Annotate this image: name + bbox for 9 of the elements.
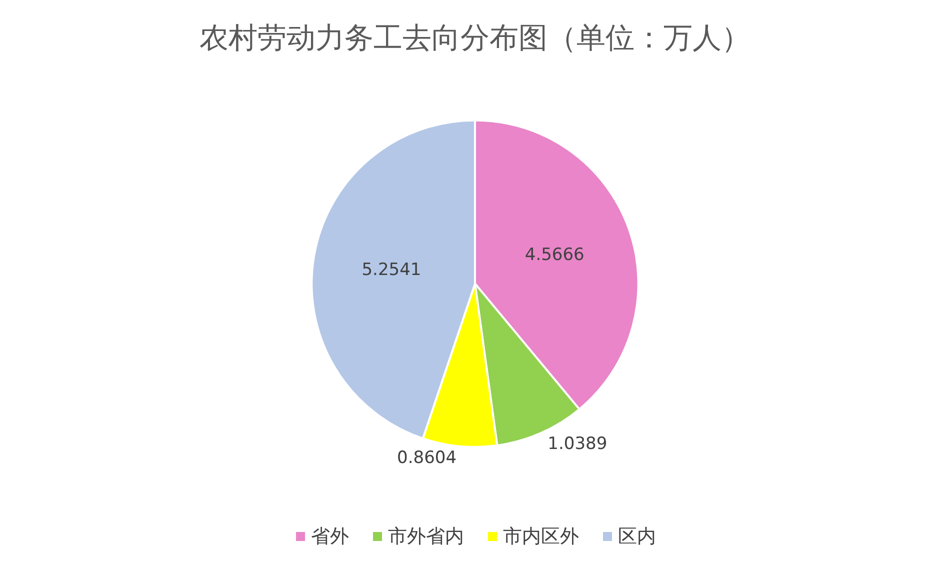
data-label: 0.8604 (397, 448, 457, 468)
chart-title: 农村劳动力务工去向分布图（单位：万人） (200, 20, 750, 54)
data-label: 1.0389 (548, 434, 608, 454)
legend-label: 市外省内 (388, 526, 464, 548)
data-label: 5.2541 (362, 260, 422, 280)
legend-label: 区内 (618, 526, 656, 548)
legend-label: 省外 (311, 526, 349, 548)
legend-label: 市内区外 (503, 526, 579, 548)
data-label: 4.5666 (524, 244, 584, 265)
